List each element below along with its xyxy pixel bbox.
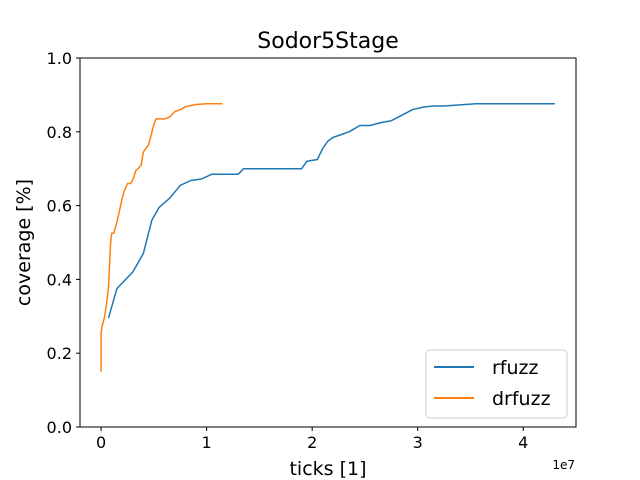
y-tick-label: 0.4: [47, 270, 72, 289]
legend-label-drfuzz: drfuzz: [492, 388, 551, 410]
x-axis-ticks: 0 1 2 3 4: [96, 427, 528, 452]
legend: rfuzz drfuzz: [425, 349, 568, 419]
y-tick-label: 0.0: [47, 418, 72, 437]
x-axis-label: ticks [1]: [289, 458, 366, 480]
legend-label-rfuzz: rfuzz: [492, 357, 539, 379]
series-line-rfuzz: [107, 103, 555, 319]
y-axis-label: coverage [%]: [13, 179, 35, 306]
x-tick-label: 3: [413, 433, 423, 452]
x-tick-label: 4: [518, 433, 528, 452]
y-tick-label: 0.2: [47, 344, 72, 363]
x-tick-label: 0: [96, 433, 106, 452]
plot-lines: [100, 103, 555, 372]
series-line-drfuzz: [100, 103, 223, 372]
y-tick-label: 0.8: [47, 123, 72, 142]
y-axis-ticks: 0.0 0.2 0.4 0.6 0.8 1.0: [47, 49, 80, 437]
y-tick-label: 1.0: [47, 49, 72, 68]
x-tick-label: 2: [307, 433, 317, 452]
plot-frame: [79, 57, 577, 428]
x-tick-label: 1: [202, 433, 212, 452]
y-tick-label: 0.6: [47, 197, 72, 216]
x-axis-multiplier: 1e7: [552, 458, 575, 472]
chart-title: Sodor5Stage: [257, 29, 398, 54]
